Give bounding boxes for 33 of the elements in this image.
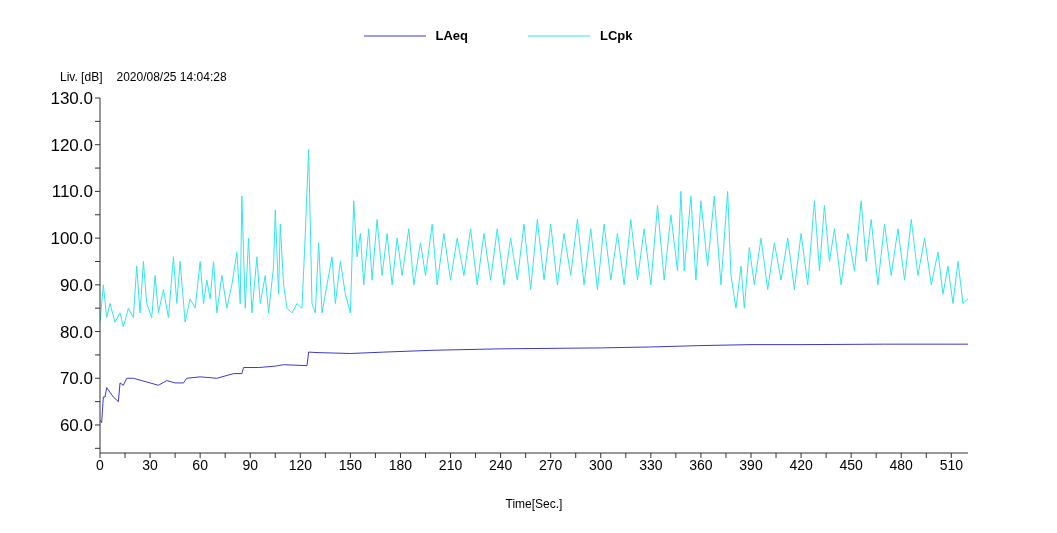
text: 2020/08/25 14:04:28 [116,70,227,84]
x-tick-label: 450 [839,456,864,473]
x-tick-label: 60 [192,456,209,473]
y-axis-title: Liv. [dB] [60,70,103,84]
x-tick-label: 510 [939,456,964,473]
x-tick-label: 180 [388,456,413,473]
y-tick-label: 130.0 [50,89,93,109]
x-tick-label: 240 [488,456,513,473]
x-tick-label: 420 [789,456,813,473]
x-tick-label: 210 [438,456,463,473]
x-tick-label: 330 [639,456,663,473]
y-tick-label: 100.0 [50,229,93,249]
legend-label: LAeq [434,28,468,43]
x-tick-label: 300 [589,456,613,473]
x-tick-label: 390 [739,456,763,473]
x-tick-label: 480 [889,456,914,473]
x-tick-label: 0 [96,456,105,473]
y-tick-label: 110.0 [51,182,93,202]
y-tick-label: 70.0 [59,369,93,389]
x-tick-label: 270 [539,456,563,473]
line-series [100,148,968,328]
x-tick-label: 120 [288,456,313,473]
line-series [100,343,968,424]
x-axis-title: Time[Sec.] [505,497,563,511]
y-tick-label: 120.0 [50,135,93,155]
y-tick-label: 80.0 [59,322,93,342]
y-tick-label: 60.0 [59,416,93,436]
x-tick-label: 360 [689,456,713,473]
x-tick-label: 90 [242,456,259,473]
legend-label: LCpk [599,28,633,43]
y-tick-label: 90.0 [59,275,93,295]
x-tick-label: 150 [338,456,363,473]
x-tick-label: 30 [142,456,159,473]
